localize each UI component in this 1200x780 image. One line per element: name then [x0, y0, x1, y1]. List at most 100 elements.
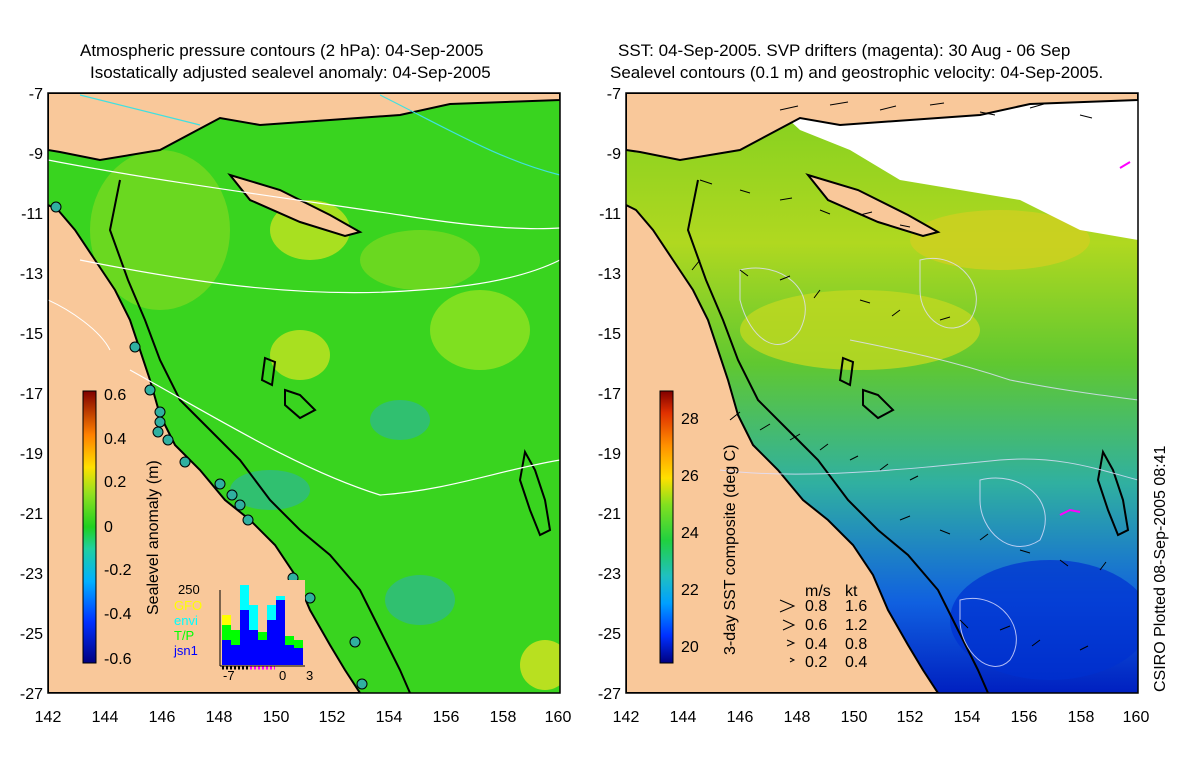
svg-text:142: 142: [613, 709, 640, 726]
left-cbar-tick-4: -0.2: [104, 562, 132, 579]
svg-text:146: 146: [149, 709, 176, 726]
svg-text:-17: -17: [20, 386, 43, 403]
left-lon-ticks: 142 144 146 148 150 152 154 156 158 160: [35, 709, 572, 726]
right-australia: [626, 203, 940, 693]
left-title-line1: Atmospheric pressure contours (2 hPa): 0…: [80, 41, 484, 60]
right-cbar-tick-4: 20: [681, 639, 699, 656]
left-new-guinea: [48, 93, 560, 162]
right-frame: [625, 92, 1139, 694]
svg-text:-23: -23: [598, 566, 621, 583]
svg-text:-27: -27: [598, 686, 621, 703]
svg-text:-27: -27: [20, 686, 43, 703]
svg-text:-25: -25: [598, 626, 621, 643]
right-sealevel-contours: [719, 258, 1138, 667]
inset-legend-jsn1: jsn1: [173, 643, 198, 658]
credit-text: CSIRO Plotted 08-Sep-2005 08:41: [1152, 446, 1169, 692]
right-cloud-mask: [760, 93, 1138, 240]
left-australia: [48, 203, 362, 693]
svg-text:-11: -11: [599, 206, 621, 223]
svg-text:-11: -11: [21, 206, 43, 223]
left-cbar-tick-6: -0.6: [104, 651, 132, 668]
left-map: [48, 93, 560, 693]
inset-xtick-0: -7: [223, 668, 235, 683]
svg-text:-19: -19: [598, 446, 621, 463]
inset-legend-tp: T/P: [174, 628, 194, 643]
svg-text:-23: -23: [20, 566, 43, 583]
velocity-row-2-kt: 0.8: [845, 636, 867, 653]
right-new-caledonia: [1096, 449, 1130, 537]
inset-xtick-1: 0: [279, 668, 286, 683]
svg-text:-21: -21: [598, 506, 621, 523]
svg-text:154: 154: [954, 709, 981, 726]
right-cbar-tick-3: 22: [681, 582, 699, 599]
svg-text:-7: -7: [607, 86, 621, 103]
left-cbar-tick-1: 0.4: [104, 431, 126, 448]
left-cbar-tick-3: 0: [104, 519, 113, 536]
velocity-header-ms: m/s: [805, 583, 831, 600]
svg-text:-13: -13: [20, 266, 43, 283]
svg-text:158: 158: [490, 709, 517, 726]
left-title-line2: Isostatically adjusted sealevel anomaly:…: [90, 63, 491, 82]
left-cbar-tick-5: -0.4: [104, 606, 132, 623]
right-lon-ticks: 142 144 146 148 150 152 154 156 158 160: [613, 709, 1150, 726]
inset-legend-gfo: GFO: [174, 598, 202, 613]
left-colorbar: [82, 390, 97, 664]
right-cbar-tick-2: 24: [681, 525, 699, 542]
left-colorbar-ticks: 0.6 0.4 0.2 0 -0.2 -0.4 -0.6: [104, 387, 132, 668]
velocity-row-0-ms: 0.8: [805, 598, 827, 615]
svg-text:160: 160: [1123, 709, 1150, 726]
velocity-legend: m/s kt 0.8 1.6 0.6 1.2 0.4 0.8 0.2 0.4: [779, 583, 867, 671]
svg-text:-25: -25: [20, 626, 43, 643]
right-colorbar-ticks: 28 26 24 22 20: [681, 411, 699, 656]
svg-text:-15: -15: [20, 326, 43, 343]
svg-text:152: 152: [897, 709, 924, 726]
svg-text:-9: -9: [29, 146, 43, 163]
inset-xtick-2: 3: [306, 668, 313, 683]
svg-text:158: 158: [1068, 709, 1095, 726]
right-map: [626, 93, 1138, 693]
svg-text:150: 150: [263, 709, 290, 726]
right-cbar-tick-1: 26: [681, 468, 699, 485]
svg-text:-21: -21: [20, 506, 43, 523]
svg-text:146: 146: [727, 709, 754, 726]
svg-text:160: 160: [545, 709, 572, 726]
svg-text:-13: -13: [598, 266, 621, 283]
velocity-header-kt: kt: [845, 583, 858, 600]
left-cbar-tick-2: 0.2: [104, 474, 126, 491]
right-drifter-track: [1059, 508, 1081, 516]
svg-text:156: 156: [433, 709, 460, 726]
velocity-row-0-kt: 1.6: [845, 598, 867, 615]
svg-text:-19: -19: [20, 446, 43, 463]
svg-text:142: 142: [35, 709, 62, 726]
right-colorbar: [659, 390, 674, 664]
left-frame: [47, 92, 561, 694]
left-tide-gauges: [50, 201, 368, 690]
svg-text:148: 148: [784, 709, 811, 726]
svg-text:152: 152: [319, 709, 346, 726]
left-new-caledonia: [518, 449, 552, 537]
right-colorbar-label: 3-day SST composite (deg C): [722, 445, 739, 655]
left-lat-ticks: -7 -9 -11 -13 -15 -17 -19 -21 -23 -25 -2…: [20, 86, 43, 703]
inset-bars: [222, 585, 303, 665]
velocity-row-2-ms: 0.4: [805, 636, 827, 653]
left-inset: 250 GFO envi T/P jsn1 -7 0 3: [173, 580, 313, 683]
left-cbar-tick-0: 0.6: [104, 387, 126, 404]
right-title-line1: SST: 04-Sep-2005. SVP drifters (magenta)…: [618, 41, 1071, 60]
svg-text:144: 144: [670, 709, 697, 726]
svg-text:-15: -15: [598, 326, 621, 343]
velocity-row-3-kt: 0.4: [845, 654, 867, 671]
right-velocity-arrows: [691, 101, 1107, 651]
svg-text:150: 150: [841, 709, 868, 726]
svg-text:-17: -17: [598, 386, 621, 403]
right-lat-ticks: -7 -9 -11 -13 -15 -17 -19 -21 -23 -25 -2…: [598, 86, 621, 703]
svg-text:156: 156: [1011, 709, 1038, 726]
svg-text:154: 154: [376, 709, 403, 726]
svg-text:144: 144: [92, 709, 119, 726]
svg-text:148: 148: [206, 709, 233, 726]
right-cbar-tick-0: 28: [681, 411, 699, 428]
svg-text:-9: -9: [607, 146, 621, 163]
right-new-guinea: [626, 93, 1138, 162]
inset-scale-label: 250: [178, 582, 200, 597]
velocity-row-3-ms: 0.2: [805, 654, 827, 671]
